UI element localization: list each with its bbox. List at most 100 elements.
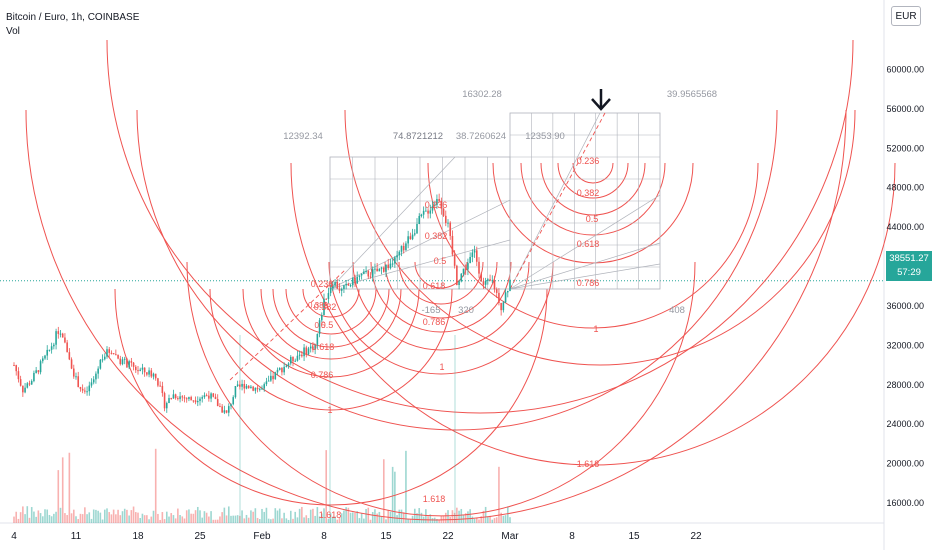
candle-body (57, 331, 60, 334)
fib-arc (106, 39, 854, 414)
candle-body (139, 369, 142, 371)
candle-body (177, 398, 179, 400)
candle-body (416, 224, 418, 234)
volume-bar (161, 512, 164, 523)
candle-body (146, 372, 148, 375)
volume-bar (168, 516, 170, 523)
candle-body (316, 333, 319, 345)
volume-bar (137, 512, 139, 523)
candle-body (39, 361, 42, 373)
fib-arc (114, 288, 548, 506)
volume-bar (307, 518, 310, 523)
volume-bar (205, 512, 208, 523)
candle-body (301, 354, 303, 357)
candle-body (92, 379, 95, 383)
drawing-label-top: 16302.28 (462, 89, 502, 100)
candle-body (223, 410, 226, 413)
candle-body (473, 250, 476, 253)
candle-body (391, 263, 394, 265)
candle-body (199, 398, 201, 402)
fib-speed-arcs (25, 39, 896, 521)
candle-body (143, 367, 146, 373)
candle-body (205, 395, 208, 397)
volume-bar (19, 512, 22, 523)
volume-bar (28, 517, 31, 523)
candle-body (30, 381, 33, 385)
candle-body (462, 268, 465, 274)
candle-body (181, 396, 184, 398)
volume-bar (92, 509, 95, 523)
candle-body (484, 280, 487, 285)
candle-body (263, 384, 266, 389)
volume-bar (263, 511, 266, 523)
candle-body (307, 348, 310, 355)
candle-body (332, 285, 334, 289)
volume-bar (256, 517, 259, 523)
candle-body (234, 385, 237, 398)
candle-body (303, 347, 305, 357)
volume-bar (287, 519, 290, 523)
candle-body (318, 320, 321, 334)
candle-body (356, 276, 359, 284)
y-tick-label: 32000.00 (886, 340, 924, 350)
candle-body (334, 282, 336, 286)
volume-bar (77, 519, 80, 523)
volume-bar (316, 507, 319, 523)
fib-arc (260, 288, 402, 360)
candle-body (487, 279, 489, 281)
candle-body (265, 381, 268, 385)
y-tick-label: 60000.00 (886, 64, 924, 74)
fib-arc (370, 261, 512, 333)
volume-bar (216, 519, 219, 523)
candle-body (312, 346, 314, 350)
volume-bar (163, 519, 166, 523)
volume-bar (221, 512, 223, 523)
volume-bar (24, 514, 26, 523)
fib-arc (136, 109, 778, 431)
volume-bar (15, 511, 18, 523)
volume-bar (225, 515, 228, 523)
volume-bar (196, 506, 199, 523)
volume-bar (371, 511, 374, 523)
fib-label-4: 0.786 (326, 371, 347, 380)
candle-body (128, 361, 130, 368)
volume-bar (194, 510, 197, 523)
candle-body (208, 395, 210, 399)
currency-button[interactable]: EUR (891, 6, 921, 26)
volume-bar (278, 508, 281, 523)
y-tick-label: 52000.00 (886, 143, 924, 153)
candle-body (478, 261, 480, 274)
volume-bar (75, 516, 77, 523)
candle-body (336, 282, 339, 289)
volume-indicator-label[interactable]: Vol (6, 26, 20, 37)
volume-bar (241, 510, 243, 523)
candle-body (325, 298, 328, 300)
volume-bar (281, 518, 283, 523)
volume-bar (95, 509, 97, 523)
volume-bar (376, 513, 378, 523)
volume-bar (88, 512, 91, 523)
candle-body (407, 236, 409, 244)
candle-body (35, 370, 37, 373)
candle-body (285, 365, 288, 367)
volume-bar (50, 516, 53, 523)
fib-arc (540, 162, 646, 216)
fib-label-2: 0.618 (423, 281, 446, 291)
volume-bar (509, 517, 511, 523)
volume-bar (312, 508, 314, 523)
volume-bar (174, 518, 177, 523)
volume-bar (41, 516, 44, 523)
candle-body (15, 365, 18, 372)
volume-bar (296, 517, 299, 523)
volume-bar (172, 515, 175, 523)
volume-bar (334, 516, 336, 523)
y-tick-label: 24000.00 (886, 419, 924, 429)
candle-body (382, 267, 385, 272)
volume-bar (272, 518, 274, 523)
fib-label-2: 1.618 (423, 494, 446, 504)
candle-body (360, 273, 363, 276)
fib-arc (242, 288, 420, 378)
volume-bar (250, 510, 252, 523)
candle-body (394, 257, 396, 264)
